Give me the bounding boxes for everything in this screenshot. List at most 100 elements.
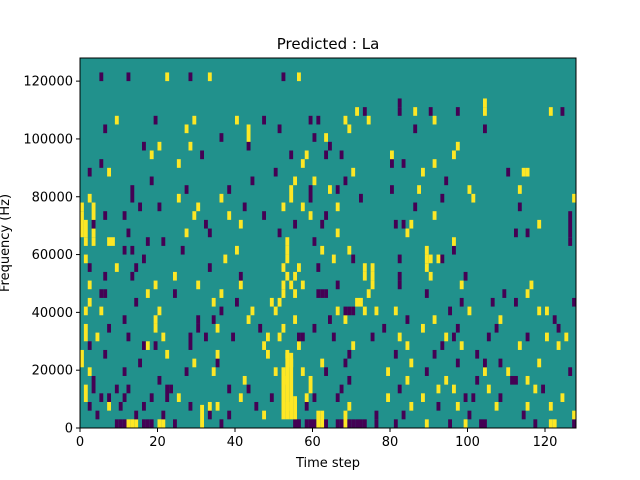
heatmap-cell (219, 133, 224, 142)
heatmap-cell (304, 419, 309, 428)
heatmap-cell (490, 297, 495, 307)
heatmap-cell (173, 271, 177, 281)
heatmap-cell (188, 401, 193, 411)
heatmap-cell (424, 263, 429, 272)
heatmap-cell (196, 315, 201, 324)
heatmap-cell (312, 176, 317, 186)
heatmap-cell (475, 375, 480, 385)
heatmap-cell (312, 133, 317, 142)
heatmap-cell (401, 159, 406, 168)
heatmap-cell (316, 289, 321, 298)
heatmap-cell (262, 341, 267, 350)
heatmap-cell (401, 410, 406, 420)
heatmap-cell (80, 349, 84, 368)
heatmap-cell (362, 107, 367, 116)
heatmap-cell (192, 358, 197, 368)
heatmap-cell (99, 393, 104, 402)
heatmap-cell (238, 280, 243, 290)
heatmap-cell (103, 211, 108, 220)
heatmap-cell (347, 401, 352, 411)
heatmap-cell (436, 254, 441, 264)
heatmap-cell (219, 289, 224, 298)
heatmap-cell (87, 341, 92, 350)
heatmap-cell (533, 384, 538, 394)
heatmap-cell (525, 167, 530, 177)
heatmap-cell (308, 115, 313, 125)
heatmap-cell (436, 401, 441, 411)
heatmap-cell (424, 419, 429, 428)
heatmap-cell (223, 254, 228, 264)
heatmap-cell (277, 332, 282, 342)
heatmap-cell (130, 245, 135, 255)
heatmap-cell (339, 384, 344, 394)
heatmap-cell (293, 176, 298, 186)
heatmap-cell (114, 384, 119, 394)
heatmap-cell (455, 107, 460, 116)
heatmap-cell (374, 419, 379, 428)
heatmap-cell (568, 211, 573, 238)
heatmap-cell (188, 72, 193, 82)
heatmap-cell (552, 419, 557, 428)
y-tick-label: 20000 (32, 364, 73, 379)
heatmap-cell (498, 393, 503, 402)
heatmap-cell (362, 419, 367, 428)
heatmap-cell (343, 410, 348, 428)
heatmap-cell (246, 384, 251, 394)
heatmap-cell (157, 419, 162, 428)
heatmap-cell (142, 401, 146, 411)
heatmap-cell (362, 263, 367, 272)
heatmap-cell (386, 393, 391, 402)
heatmap-cell (87, 280, 92, 290)
heatmap-cell (300, 202, 305, 212)
heatmap-cell (142, 254, 146, 264)
x-tick-label: 0 (76, 435, 84, 450)
heatmap-cell (312, 419, 317, 428)
heatmap-cell (483, 124, 487, 134)
heatmap-cell (145, 341, 150, 350)
heatmap-cell (316, 263, 321, 272)
heatmap-cell (289, 358, 294, 368)
heatmap-cell (289, 280, 294, 290)
heatmap-cell (176, 159, 181, 168)
heatmap-cell (432, 315, 437, 324)
heatmap-cell (471, 393, 476, 402)
heatmap-cell (421, 167, 425, 177)
heatmap-cell (227, 410, 232, 420)
heatmap-cell (463, 393, 468, 402)
heatmap-cell (413, 107, 418, 116)
heatmap-cell (165, 72, 170, 82)
heatmap-cell (424, 289, 429, 298)
heatmap-cell (149, 150, 154, 160)
heatmap-cell (130, 271, 135, 281)
heatmap-cell (328, 315, 332, 324)
heatmap-cell (421, 393, 425, 402)
heatmap-cell (246, 141, 251, 151)
heatmap-cell (262, 115, 267, 125)
heatmap-cell (331, 254, 336, 264)
heatmap-cell (142, 341, 146, 350)
heatmap-cell (153, 323, 158, 333)
heatmap-cell (293, 271, 298, 281)
heatmap-cell (486, 384, 491, 394)
plot-area (80, 58, 577, 429)
heatmap-cell (107, 237, 112, 246)
heatmap-cell (266, 332, 270, 342)
heatmap-cell (386, 367, 391, 376)
heatmap-cell (343, 115, 348, 125)
heatmap-cell (122, 245, 127, 255)
heatmap-cell (242, 375, 247, 385)
heatmap-cell (161, 410, 166, 420)
heatmap-cell (134, 263, 139, 272)
heatmap-cell (83, 323, 88, 342)
heatmap-cell (370, 263, 375, 272)
heatmap-cell (397, 332, 402, 342)
heatmap-cell (138, 358, 143, 368)
heatmap-cell (250, 176, 255, 186)
heatmap-cell (545, 306, 549, 316)
heatmap-cell (471, 193, 476, 203)
heatmap-cell (428, 254, 433, 264)
heatmap-cell (328, 185, 332, 194)
heatmap-cell (545, 332, 549, 342)
heatmap-cell (343, 306, 348, 316)
heatmap-cell (281, 323, 286, 333)
